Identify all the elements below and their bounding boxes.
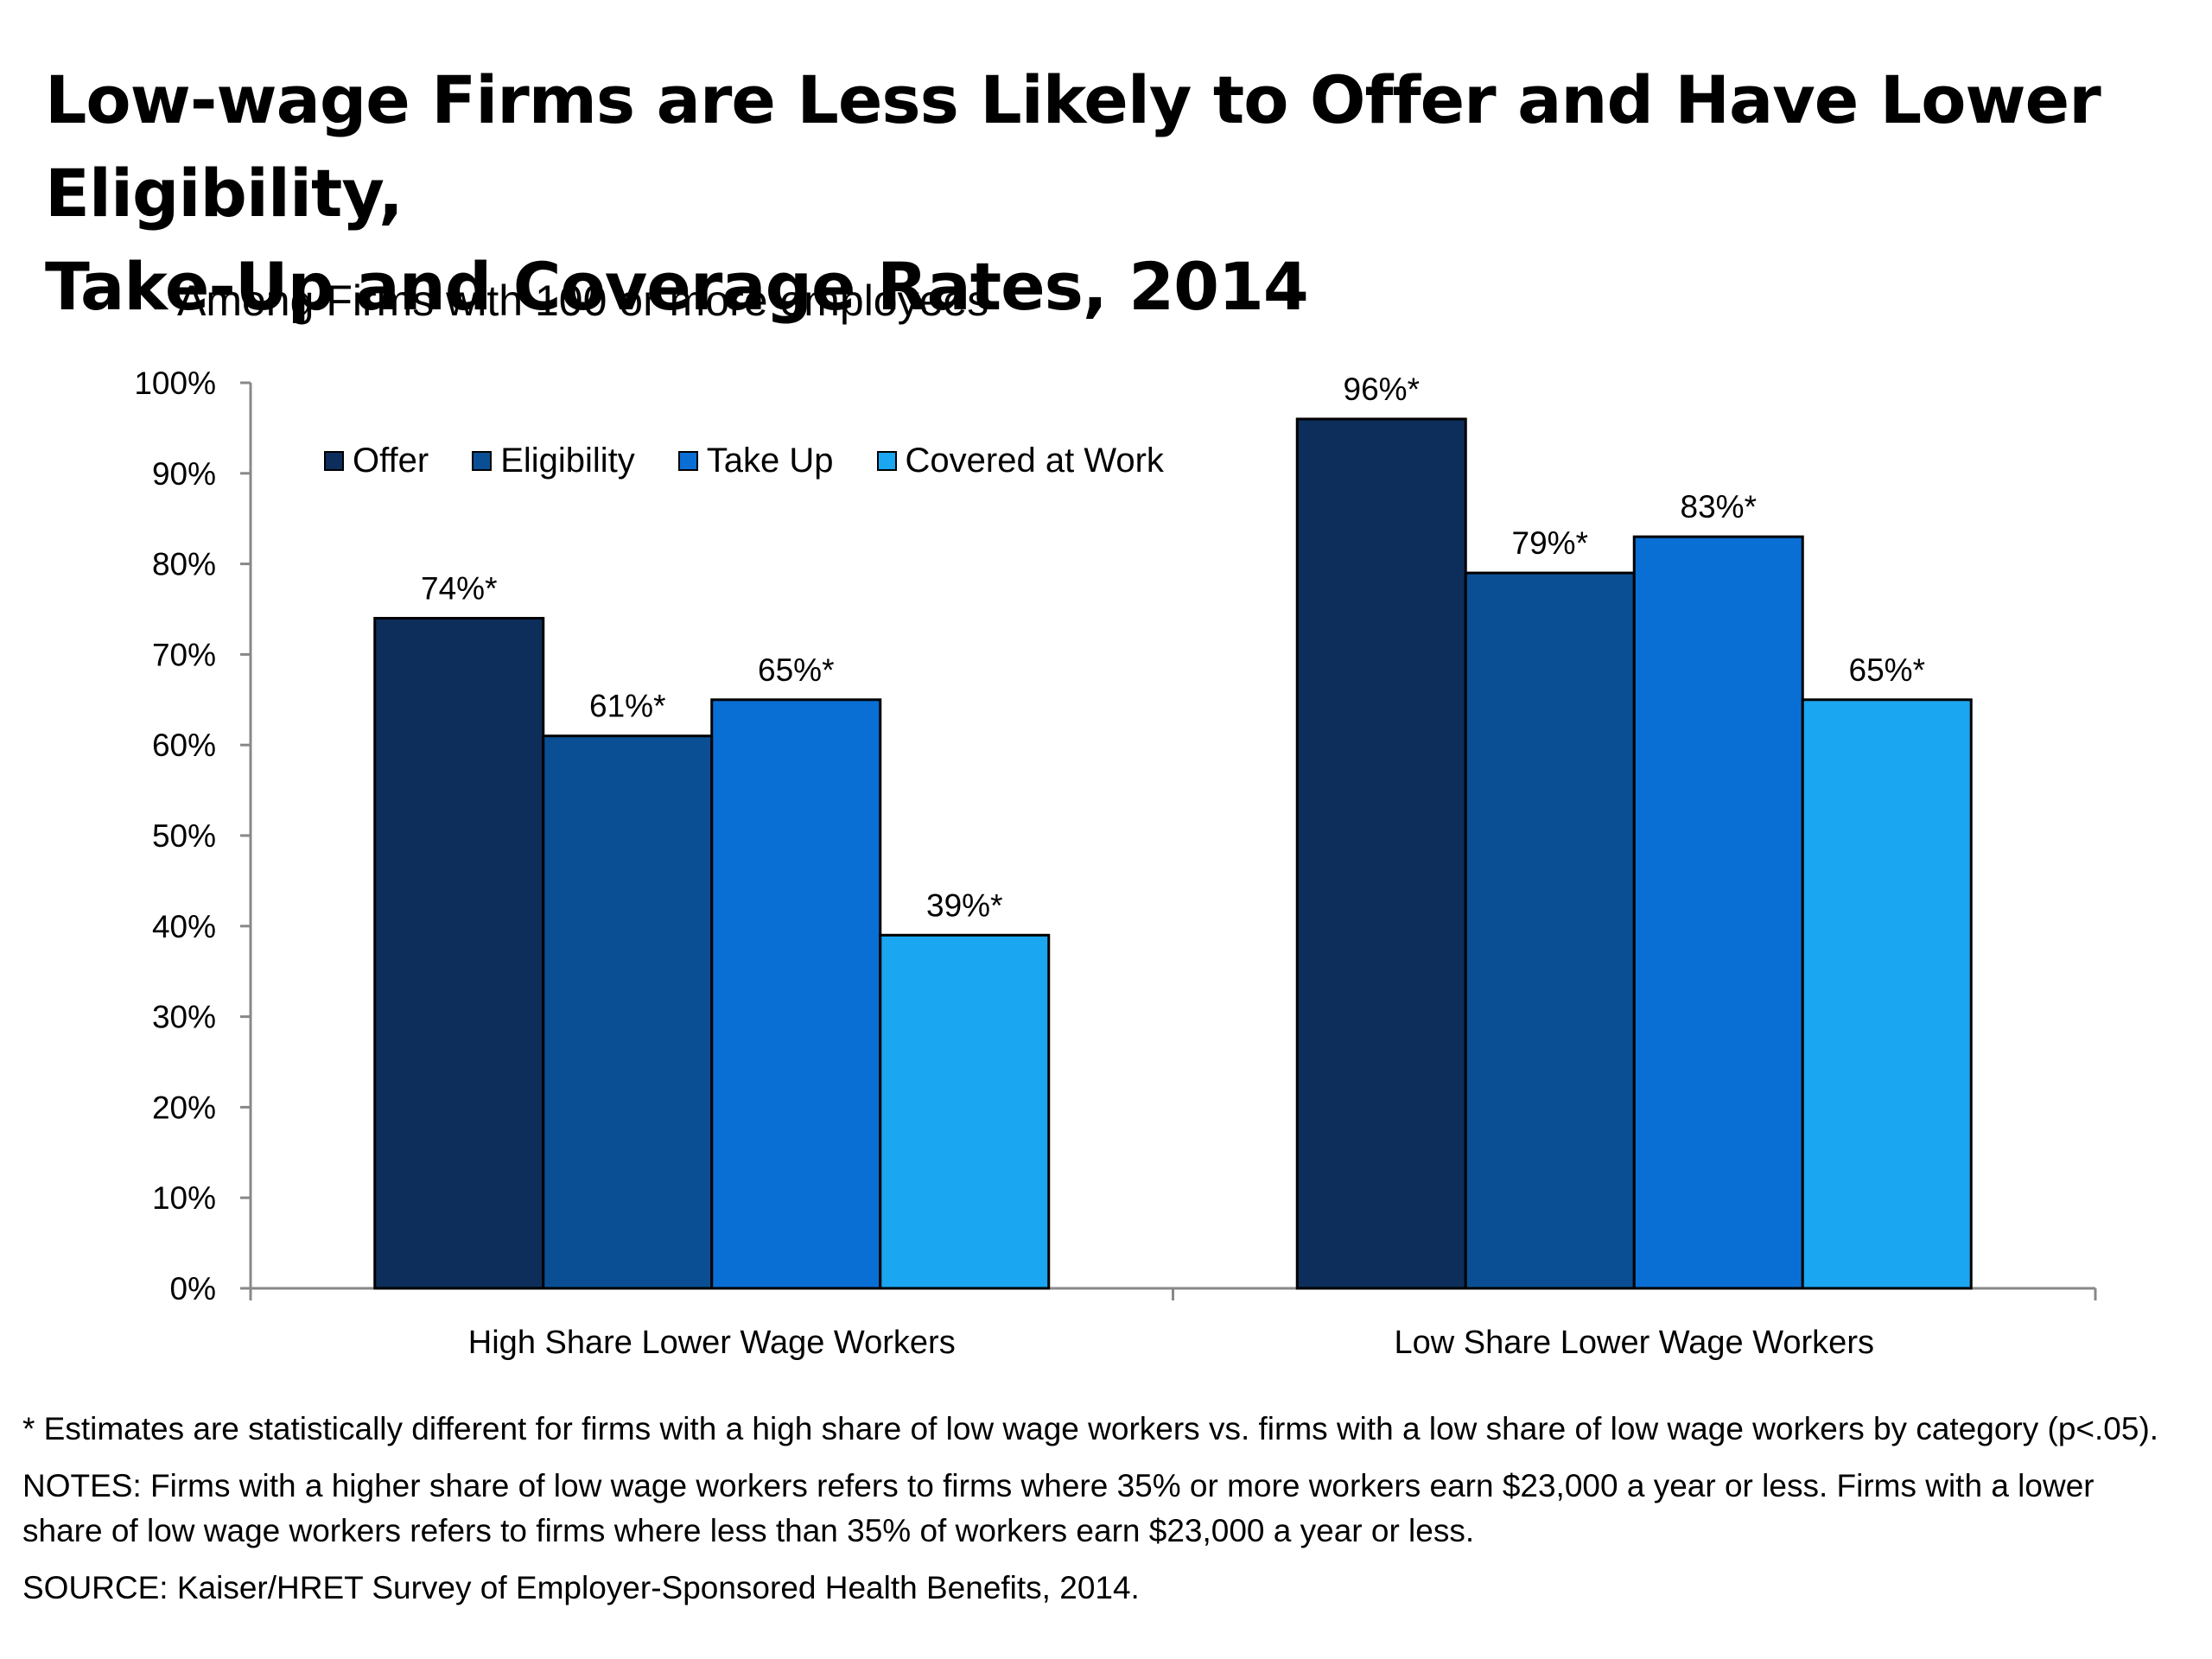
data-label: 65%* xyxy=(758,652,834,688)
bar-covered-at-work xyxy=(1801,698,1973,1290)
data-label: 79%* xyxy=(1512,525,1588,561)
footnotes: * Estimates are statistically different … xyxy=(22,1407,2183,1623)
legend-label: Offer xyxy=(353,442,429,480)
chart-title-line-1: Low-wage Firms are Less Likely to Offer … xyxy=(45,61,2101,232)
legend-swatch xyxy=(677,450,698,471)
legend-label: Eligibility xyxy=(500,442,635,480)
data-label: 83%* xyxy=(1681,489,1757,524)
chart-title: Low-wage Firms are Less Likely to Offer … xyxy=(45,54,2188,334)
legend-label: Covered at Work xyxy=(905,442,1164,480)
bar-eligibility xyxy=(1464,571,1636,1290)
asterisk-note: * Estimates are statistically different … xyxy=(22,1411,2159,1446)
y-tick-label: 50% xyxy=(152,818,216,854)
y-tick-label: 70% xyxy=(152,637,216,672)
notes-text: NOTES: Firms with a higher share of low … xyxy=(22,1468,2094,1548)
legend-swatch xyxy=(876,450,897,471)
bar-offer xyxy=(1295,417,1467,1290)
data-label: 61%* xyxy=(589,689,665,724)
legend-item: Offer xyxy=(324,439,429,482)
legend-swatch xyxy=(324,450,344,471)
y-tick-label: 90% xyxy=(152,456,216,492)
x-category-label: Low Share Lower Wage Workers xyxy=(1395,1325,1874,1361)
legend-label: Take Up xyxy=(706,442,834,480)
y-tick-label: 30% xyxy=(152,1000,216,1035)
legend-item: Eligibility xyxy=(472,439,635,482)
legend-swatch xyxy=(472,450,493,471)
data-label: 96%* xyxy=(1344,372,1420,407)
y-tick-label: 60% xyxy=(152,728,216,763)
chart-legend: Offer Eligibility Take Up Covered at Work xyxy=(324,439,1207,482)
data-label: 74%* xyxy=(421,570,497,606)
y-tick-label: 80% xyxy=(152,547,216,582)
chart-subtitle: Among Firms with 100 or more employees xyxy=(177,276,989,325)
y-tick-label: 20% xyxy=(152,1090,216,1125)
source-text: SOURCE: Kaiser/HRET Survey of Employer-S… xyxy=(22,1570,1140,1605)
legend-item: Covered at Work xyxy=(876,439,1164,482)
y-tick-label: 100% xyxy=(134,365,216,401)
bar-take-up xyxy=(1632,535,1804,1290)
data-label: 39%* xyxy=(926,887,1002,923)
y-tick-label: 40% xyxy=(152,909,216,944)
bar-eligibility xyxy=(542,734,714,1290)
legend-item: Take Up xyxy=(677,439,834,482)
y-tick-label: 10% xyxy=(152,1180,216,1216)
data-label: 65%* xyxy=(1849,652,1925,688)
bar-take-up xyxy=(710,698,882,1290)
bar-offer xyxy=(373,616,545,1290)
chart-title-line-2: Take-Up and Coverage Rates, 2014 xyxy=(45,248,1309,325)
bar-covered-at-work xyxy=(879,933,1051,1290)
y-tick-label: 0% xyxy=(170,1271,216,1306)
bar-chart: 0% 10% 20% 30% 40% 50% 60% 70% 80% 90% 100% 74%* 61%… xyxy=(134,365,2097,1361)
x-category-label: High Share Lower Wage Workers xyxy=(468,1325,956,1361)
